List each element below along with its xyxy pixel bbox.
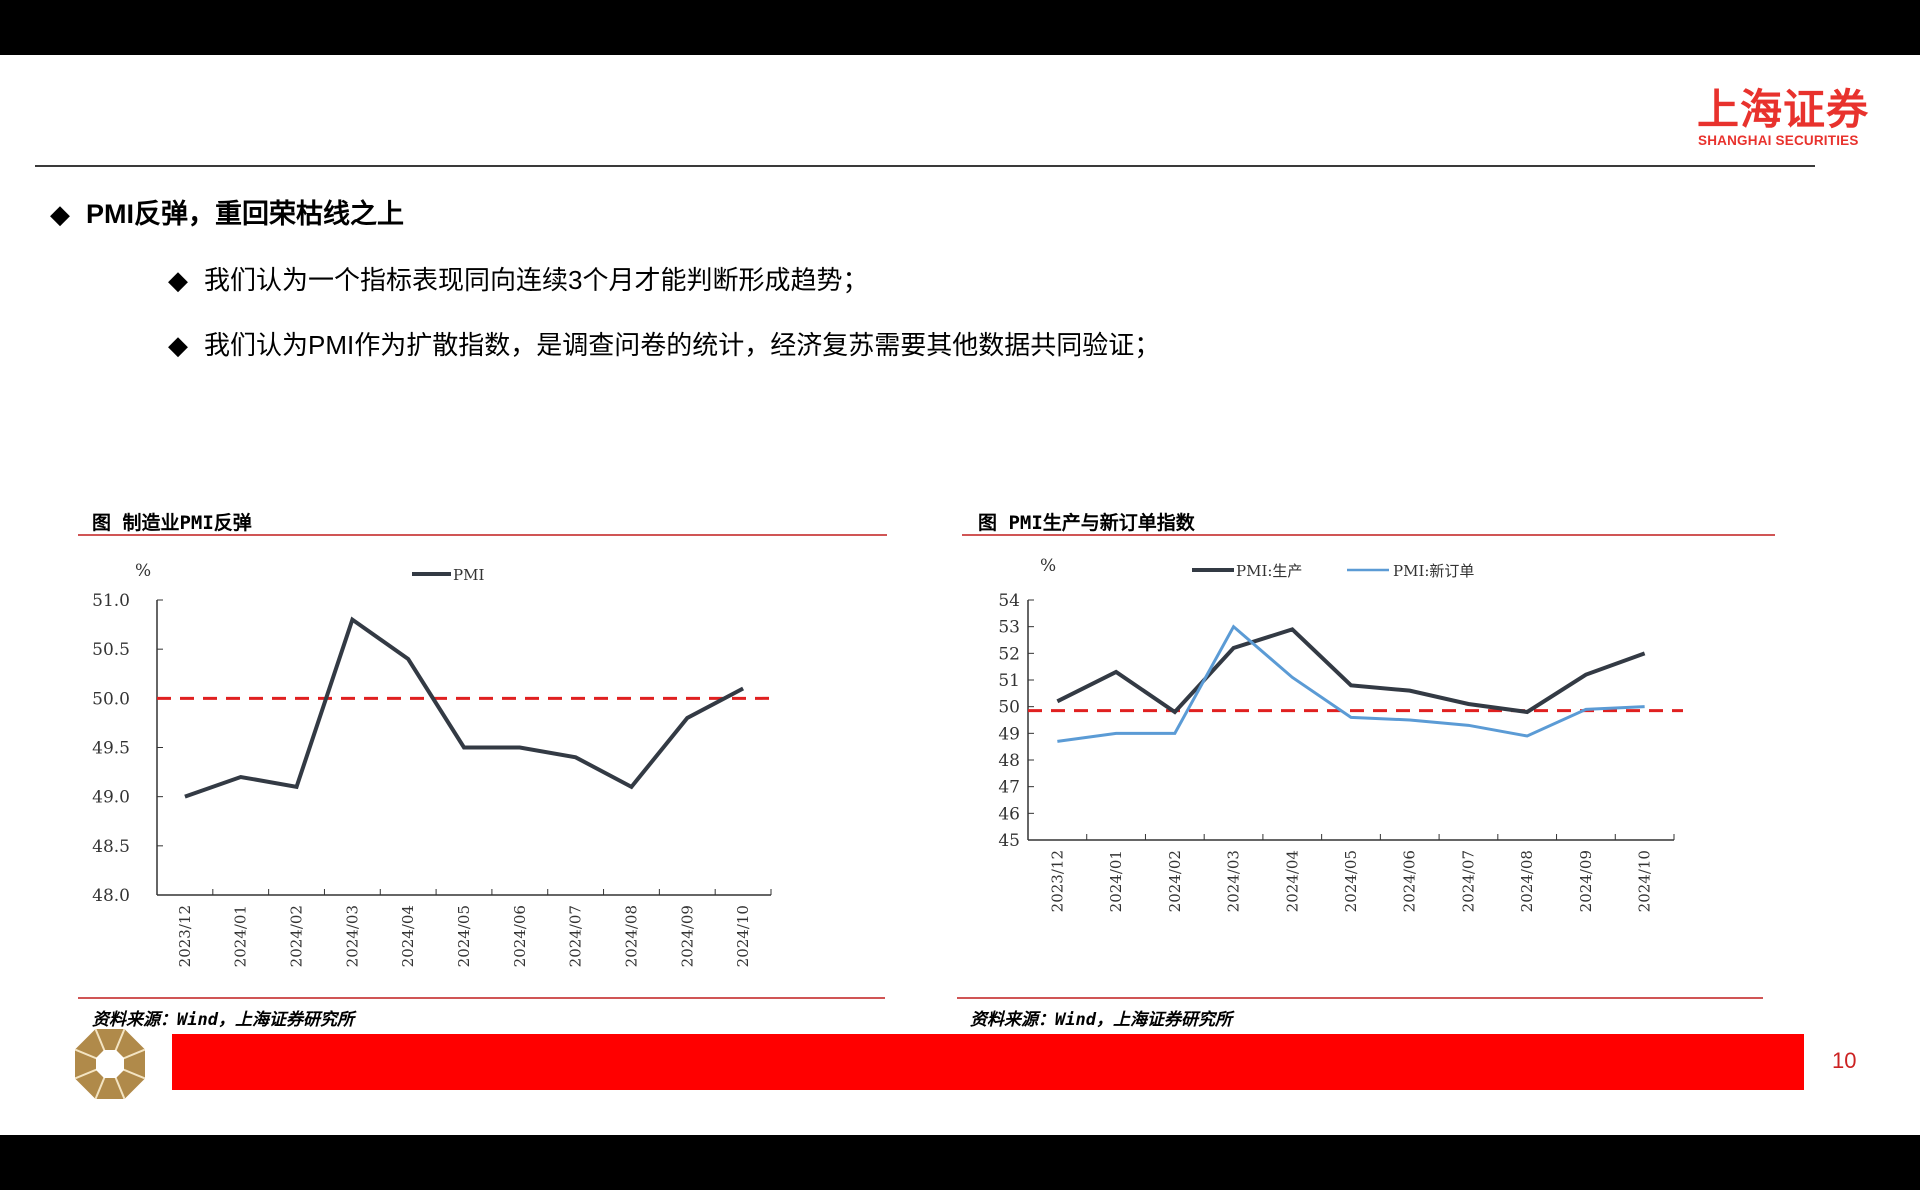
svg-text:52: 52 <box>998 644 1020 664</box>
svg-text:PMI: PMI <box>453 566 484 584</box>
svg-text:53: 53 <box>998 618 1020 638</box>
diamond-bullet-icon: ◆ <box>168 266 188 296</box>
svg-text:50.0: 50.0 <box>92 689 130 709</box>
svg-text:2024/07: 2024/07 <box>567 905 585 967</box>
svg-text:2024/05: 2024/05 <box>455 905 473 967</box>
svg-text:2024/10: 2024/10 <box>1636 850 1654 912</box>
svg-text:2023/12: 2023/12 <box>176 905 194 967</box>
svg-text:PMI:生产: PMI:生产 <box>1236 562 1302 580</box>
slide-heading: ◆ PMI反弹，重回荣枯线之上 <box>50 196 404 233</box>
svg-text:51.0: 51.0 <box>92 591 130 611</box>
right-chart-source: 资料来源：Wind，上海证券研究所 <box>970 1010 1232 1030</box>
left-chart-x-axis: 2023/12 2024/01 2024/02 2024/03 2024/04 2024/… <box>156 889 772 967</box>
svg-text:45: 45 <box>998 831 1020 851</box>
header-divider <box>35 165 1815 167</box>
left-chart-unit: % <box>135 561 151 581</box>
svg-text:2024/09: 2024/09 <box>678 905 696 967</box>
svg-text:PMI:新订单: PMI:新订单 <box>1393 562 1474 580</box>
left-chart-title-rule <box>78 534 887 536</box>
top-letterbox <box>0 0 1920 55</box>
right-chart-legend: PMI:生产 PMI:新订单 <box>1192 562 1474 580</box>
right-chart-source-rule <box>957 997 1763 999</box>
svg-text:2024/10: 2024/10 <box>734 905 752 967</box>
svg-text:49.0: 49.0 <box>92 788 130 808</box>
svg-text:48.5: 48.5 <box>92 837 130 857</box>
svg-text:2024/03: 2024/03 <box>1225 850 1243 912</box>
right-chart-unit: % <box>1040 556 1056 576</box>
right-chart-pmi-production-neworders: % PMI:生产 PMI:新订单 45 46 47 48 49 50 51 52 53 54 20… <box>998 556 1683 912</box>
right-chart-x-axis: 2023/12 2024/01 2024/02 2024/03 2024/04 2024/… <box>1027 834 1675 912</box>
right-chart-title: 图 PMI生产与新订单指数 <box>978 512 1195 534</box>
svg-text:2024/02: 2024/02 <box>1166 850 1184 912</box>
svg-text:2024/02: 2024/02 <box>288 905 306 967</box>
bullet-point-1: ◆ 我们认为一个指标表现同向连续3个月才能判断形成趋势； <box>168 265 869 296</box>
svg-text:48: 48 <box>998 751 1020 771</box>
footer-octagon-logo-icon <box>75 1029 145 1099</box>
svg-text:54: 54 <box>998 591 1020 611</box>
svg-text:46: 46 <box>998 804 1020 824</box>
footer-red-bar <box>172 1034 1804 1090</box>
svg-text:47: 47 <box>998 778 1020 798</box>
svg-text:2024/04: 2024/04 <box>399 905 417 967</box>
bullet-point-2: ◆ 我们认为PMI作为扩散指数，是调查问卷的统计，经济复苏需要其他数据共同验证； <box>168 330 1161 361</box>
svg-text:50.5: 50.5 <box>92 640 130 660</box>
brand-logo-en: SHANGHAI SECURITIES <box>1698 133 1859 148</box>
left-chart-source: 资料来源：Wind，上海证券研究所 <box>92 1010 354 1030</box>
left-chart-series <box>157 616 778 799</box>
right-chart-title-rule <box>962 534 1775 536</box>
bottom-letterbox <box>0 1135 1920 1190</box>
brand-logo-cn: 上海证券 <box>1697 85 1870 134</box>
svg-text:2024/06: 2024/06 <box>511 905 529 967</box>
left-chart-legend: PMI <box>412 566 484 584</box>
right-chart-y-axis: 45 46 47 48 49 50 51 52 53 54 <box>998 591 1034 851</box>
svg-text:2024/05: 2024/05 <box>1342 850 1360 912</box>
left-chart-y-axis: 48.0 48.5 49.0 49.5 50.0 50.5 51.0 <box>92 591 163 906</box>
svg-text:2024/06: 2024/06 <box>1401 850 1419 912</box>
svg-text:2024/03: 2024/03 <box>343 905 361 967</box>
svg-text:2024/01: 2024/01 <box>1107 850 1125 912</box>
left-chart-source-rule <box>78 997 885 999</box>
right-chart-series <box>1028 624 1683 743</box>
left-chart-title: 图 制造业PMI反弹 <box>92 512 252 534</box>
svg-text:2023/12: 2023/12 <box>1048 850 1066 912</box>
diamond-bullet-icon: ◆ <box>50 200 70 230</box>
svg-text:49.5: 49.5 <box>92 739 130 759</box>
svg-text:51: 51 <box>998 671 1020 691</box>
svg-text:48.0: 48.0 <box>92 886 130 906</box>
svg-text:2024/04: 2024/04 <box>1283 850 1301 912</box>
svg-text:49: 49 <box>998 724 1020 744</box>
diamond-bullet-icon: ◆ <box>168 331 188 361</box>
svg-text:2024/08: 2024/08 <box>1518 850 1536 912</box>
svg-text:2024/07: 2024/07 <box>1459 850 1477 912</box>
left-chart-pmi: % PMI 48.0 48.5 49.0 49.5 50.0 50.5 51.0 2023/… <box>92 561 778 967</box>
svg-text:2024/08: 2024/08 <box>622 905 640 967</box>
svg-text:50: 50 <box>998 698 1020 718</box>
svg-text:2024/01: 2024/01 <box>232 905 250 967</box>
page-number: 10 <box>1832 1048 1857 1073</box>
svg-text:2024/09: 2024/09 <box>1577 850 1595 912</box>
